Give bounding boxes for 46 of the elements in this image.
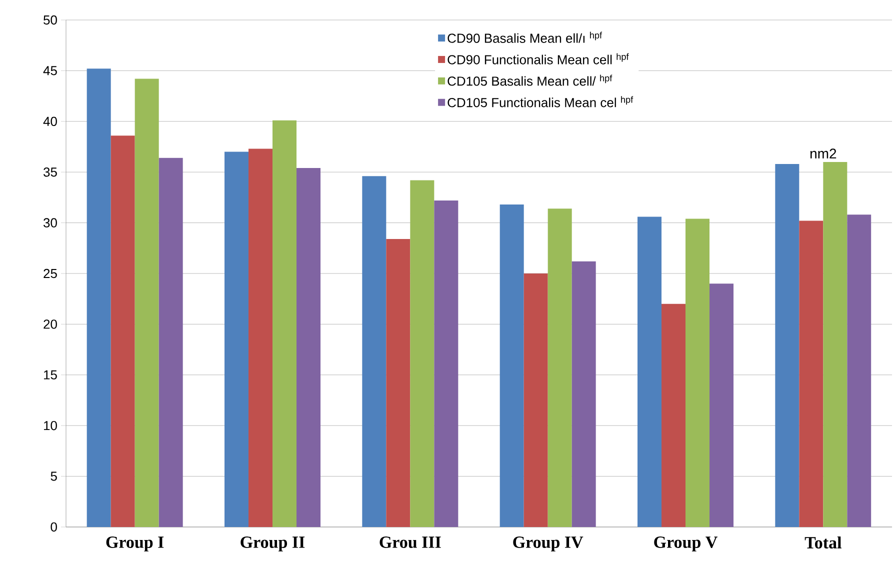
- x-tick-label: Group V: [654, 536, 718, 552]
- bar: [710, 284, 734, 527]
- y-tick-label: 45: [43, 66, 57, 76]
- y-tick-label: 40: [43, 116, 57, 126]
- y-tick-label: 5: [50, 472, 57, 481]
- x-tick-label: Grou III: [380, 536, 441, 548]
- bar: [86, 68, 111, 527]
- bar: [248, 148, 273, 527]
- bar: [686, 218, 710, 527]
- legend-label: CD90 Functionalis Mean cell $^{hpf}$: [448, 53, 629, 64]
- bar: [524, 273, 548, 527]
- bar: [362, 176, 386, 527]
- legend-label: CD105 Functionalis Mean cel $^{hpf}$: [448, 96, 634, 108]
- bar: [823, 162, 848, 527]
- y-tick-label: 15: [44, 370, 57, 380]
- x-tick-label: Group IV: [513, 536, 584, 552]
- bar: [224, 152, 249, 527]
- y-tick-label: 35: [44, 167, 57, 177]
- bar: [662, 304, 686, 527]
- y-tick-label: 20: [44, 320, 57, 329]
- bar: [548, 208, 572, 527]
- bar: [799, 220, 824, 527]
- bar: [410, 180, 434, 527]
- y-tick-label: 25: [44, 268, 57, 278]
- legend-label: CD90 Basalis Mean ell/ı $^{hpf}$: [448, 32, 602, 43]
- x-tick-label: Group II: [240, 536, 305, 552]
- bar: [500, 204, 524, 527]
- bar: [272, 120, 297, 527]
- legend-label: CD105 Basalis Mean cell/ $^{hpf}$: [448, 74, 612, 86]
- y-tick-label: 30: [44, 218, 57, 228]
- bar: [134, 78, 159, 527]
- y-tick-label: 10: [44, 420, 57, 430]
- annotation: nm2: [810, 148, 836, 158]
- x-tick-label: Group I: [106, 536, 164, 552]
- bar: [296, 168, 321, 527]
- bar: [110, 136, 135, 527]
- bar: [434, 200, 458, 527]
- bar: [775, 164, 800, 527]
- x-tick-label: Total: [804, 536, 842, 548]
- bar: [158, 158, 183, 527]
- y-tick-label: 0: [50, 522, 57, 532]
- y-tick-label: 50: [44, 15, 57, 25]
- bar: [638, 216, 662, 527]
- bar: [847, 214, 872, 527]
- bar: [386, 239, 410, 527]
- bar: [572, 261, 596, 527]
